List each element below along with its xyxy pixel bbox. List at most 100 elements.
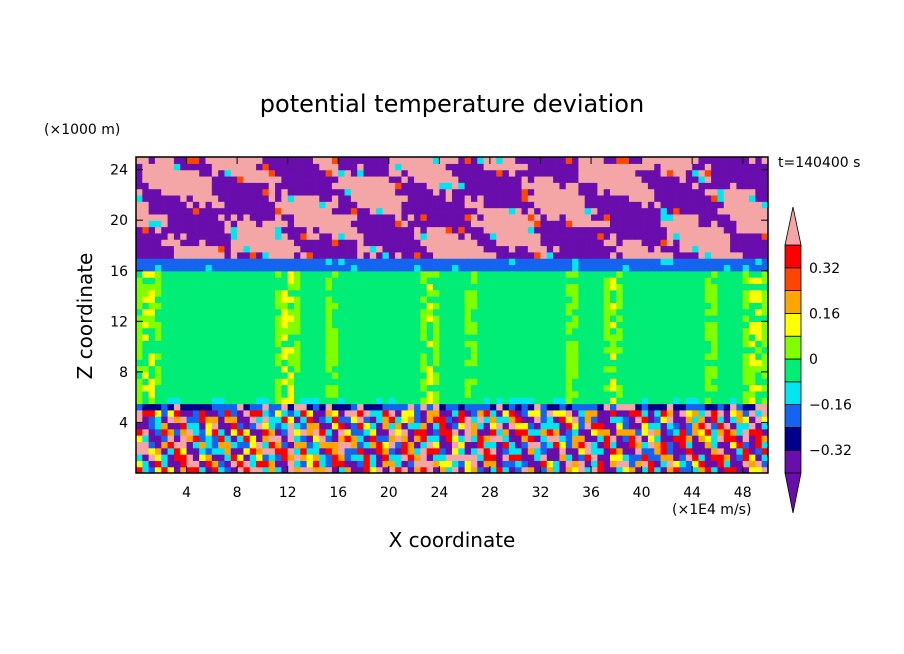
field-cell — [319, 264, 327, 272]
field-cell — [666, 245, 674, 253]
field-cell — [496, 201, 504, 209]
field-cell — [692, 232, 700, 240]
field-cell — [173, 390, 181, 398]
field-cell — [180, 340, 188, 348]
field-cell — [742, 460, 750, 468]
field-cell — [559, 283, 567, 291]
field-cell — [603, 371, 611, 379]
field-cell — [622, 163, 630, 171]
field-cell — [679, 378, 687, 386]
field-cell — [268, 308, 276, 316]
field-cell — [749, 201, 756, 209]
field-cell — [515, 188, 523, 196]
field-cell — [199, 182, 207, 190]
field-cell — [256, 390, 263, 398]
field-cell — [578, 321, 586, 329]
field-cell — [218, 327, 226, 335]
field-cell — [496, 460, 504, 468]
field-cell — [704, 352, 712, 360]
field-cell — [344, 226, 352, 234]
field-cell — [641, 226, 649, 234]
field-cell — [730, 460, 737, 468]
field-cell — [218, 157, 226, 164]
field-cell — [464, 283, 472, 291]
field-cell — [199, 352, 207, 360]
field-cell — [546, 251, 554, 259]
field-cell — [186, 466, 194, 473]
field-cell — [603, 251, 611, 259]
field-cell — [761, 327, 768, 335]
field-cell — [489, 157, 497, 164]
field-cell — [319, 245, 327, 253]
field-cell — [736, 245, 744, 253]
field-cell — [275, 460, 282, 468]
field-cell — [641, 213, 649, 221]
field-cell — [464, 157, 472, 164]
field-cell — [407, 169, 415, 177]
field-cell — [622, 460, 630, 468]
field-cell — [154, 163, 162, 171]
field-cell — [148, 169, 156, 177]
field-cell — [742, 220, 750, 228]
field-cell — [357, 333, 365, 341]
field-cell — [414, 308, 421, 316]
field-cell — [300, 365, 308, 373]
field-cell — [142, 321, 150, 329]
field-cell — [521, 428, 529, 436]
field-cell — [742, 416, 750, 424]
field-cell — [230, 403, 238, 411]
field-cell — [679, 416, 687, 424]
field-cell — [458, 258, 466, 266]
field-cell — [578, 435, 586, 442]
field-cell — [262, 365, 270, 373]
field-cell — [616, 390, 624, 398]
field-cell — [319, 315, 327, 322]
field-cell — [205, 340, 213, 348]
field-cell — [565, 302, 573, 310]
field-cell — [527, 333, 535, 341]
field-cell — [142, 378, 150, 386]
field-cell — [350, 194, 358, 202]
field-cell — [508, 352, 516, 360]
field-cell — [553, 315, 561, 322]
field-cell — [458, 359, 466, 367]
field-cell — [470, 245, 478, 253]
field-cell — [344, 359, 352, 367]
field-cell — [420, 346, 428, 354]
field-cell — [628, 308, 636, 316]
field-cell — [407, 296, 415, 303]
field-cell — [395, 182, 403, 190]
field-cell — [584, 188, 592, 196]
field-cell — [736, 289, 744, 297]
field-cell — [420, 201, 428, 209]
field-cell — [363, 441, 371, 449]
field-cell — [275, 289, 282, 297]
field-cell — [136, 422, 143, 430]
field-cell — [439, 169, 447, 177]
field-cell — [268, 378, 276, 386]
field-cell — [230, 352, 238, 360]
field-cell — [205, 232, 213, 240]
field-cell — [597, 327, 605, 335]
field-cell — [388, 371, 396, 379]
field-cell — [559, 403, 567, 411]
field-cell — [553, 201, 561, 209]
field-cell — [199, 447, 207, 455]
field-cell — [249, 289, 257, 297]
field-cell — [306, 239, 314, 247]
field-cell — [407, 384, 415, 392]
field-cell — [262, 378, 270, 386]
field-cell — [148, 441, 156, 449]
field-cell — [641, 378, 649, 386]
field-cell — [350, 175, 358, 183]
field-cell — [249, 384, 257, 392]
field-cell — [306, 346, 314, 354]
field-cell — [565, 175, 573, 183]
field-cell — [199, 321, 207, 329]
field-cell — [565, 251, 573, 259]
field-cell — [565, 245, 573, 253]
field-cell — [161, 302, 169, 310]
field-cell — [445, 264, 453, 272]
field-cell — [395, 315, 403, 322]
field-cell — [154, 220, 162, 228]
